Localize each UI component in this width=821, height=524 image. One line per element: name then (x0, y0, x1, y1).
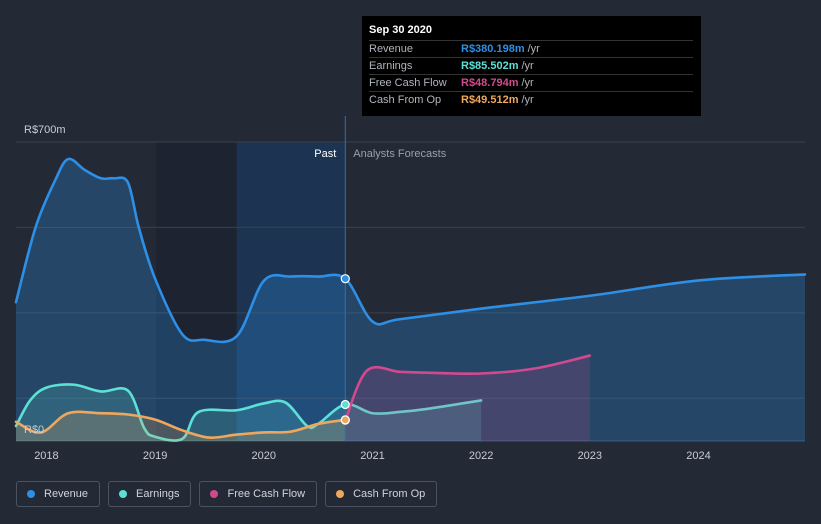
tooltip-row-cash-from-op: Cash From Op R$49.512m /yr (369, 91, 693, 108)
tooltip-unit: /yr (527, 43, 540, 55)
legend-item-free-cash-flow[interactable]: Free Cash Flow (199, 481, 318, 507)
legend-label: Earnings (136, 488, 180, 500)
forecast-label: Analysts Forecasts (353, 148, 446, 160)
revenue-marker (340, 274, 350, 284)
x-tick-label: 2018 (34, 450, 58, 462)
legend-item-revenue[interactable]: Revenue (16, 481, 101, 507)
y-axis-top-label: R$700m (24, 124, 66, 136)
tooltip-row-earnings: Earnings R$85.502m /yr (369, 57, 693, 74)
x-tick-label: 2019 (143, 450, 167, 462)
legend-dot-icon (119, 490, 128, 498)
tooltip-label: Earnings (369, 60, 413, 72)
cash-from-op-marker (340, 415, 350, 425)
tooltip-value: R$49.512m (461, 94, 519, 106)
tooltip-value: R$85.502m (461, 60, 519, 72)
data-tooltip: Sep 30 2020 Revenue R$380.198m /yr Earni… (362, 16, 701, 116)
tooltip-label: Cash From Op (369, 94, 442, 106)
tooltip-row-revenue: Revenue R$380.198m /yr (369, 40, 693, 57)
x-tick-label: 2023 (578, 450, 602, 462)
legend-label: Cash From Op (353, 488, 426, 500)
tooltip-label: Free Cash Flow (369, 77, 447, 89)
chart-legend: Revenue Earnings Free Cash Flow Cash Fro… (16, 481, 438, 507)
past-label: Past (314, 148, 336, 160)
free-cash-flow-line (343, 354, 592, 422)
legend-dot-icon (336, 490, 345, 498)
highlight-band (236, 142, 346, 441)
tooltip-unit: /yr (521, 94, 534, 106)
x-tick-label: 2020 (252, 450, 276, 462)
legend-label: Free Cash Flow (227, 488, 306, 500)
tooltip-date: Sep 30 2020 (369, 24, 432, 36)
cash-from-op-line (14, 410, 347, 439)
legend-item-cash-from-op[interactable]: Cash From Op (325, 481, 438, 507)
tooltip-unit: /yr (521, 60, 534, 72)
legend-label: Revenue (44, 488, 89, 500)
legend-item-earnings[interactable]: Earnings (108, 481, 192, 507)
y-axis-bottom-label: R$0 (24, 424, 44, 436)
past-shade (156, 142, 237, 441)
revenue-area (16, 158, 805, 442)
legend-dot-icon (27, 490, 35, 498)
tooltip-unit: /yr (521, 77, 534, 89)
tooltip-label: Revenue (369, 43, 414, 55)
x-tick-label: 2021 (360, 450, 384, 462)
tooltip-value: R$48.794m (461, 77, 519, 89)
tooltip-row-free-cash-flow: Free Cash Flow R$48.794m /yr (369, 74, 693, 91)
x-tick-label: 2022 (469, 450, 493, 462)
legend-dot-icon (210, 490, 219, 498)
x-tick-label: 2024 (686, 450, 710, 462)
earnings-line (14, 383, 483, 442)
earnings-marker (340, 399, 350, 410)
free-cash-flow-area (345, 355, 590, 441)
revenue-line (14, 157, 807, 344)
tooltip-value: R$380.198m (461, 43, 525, 55)
